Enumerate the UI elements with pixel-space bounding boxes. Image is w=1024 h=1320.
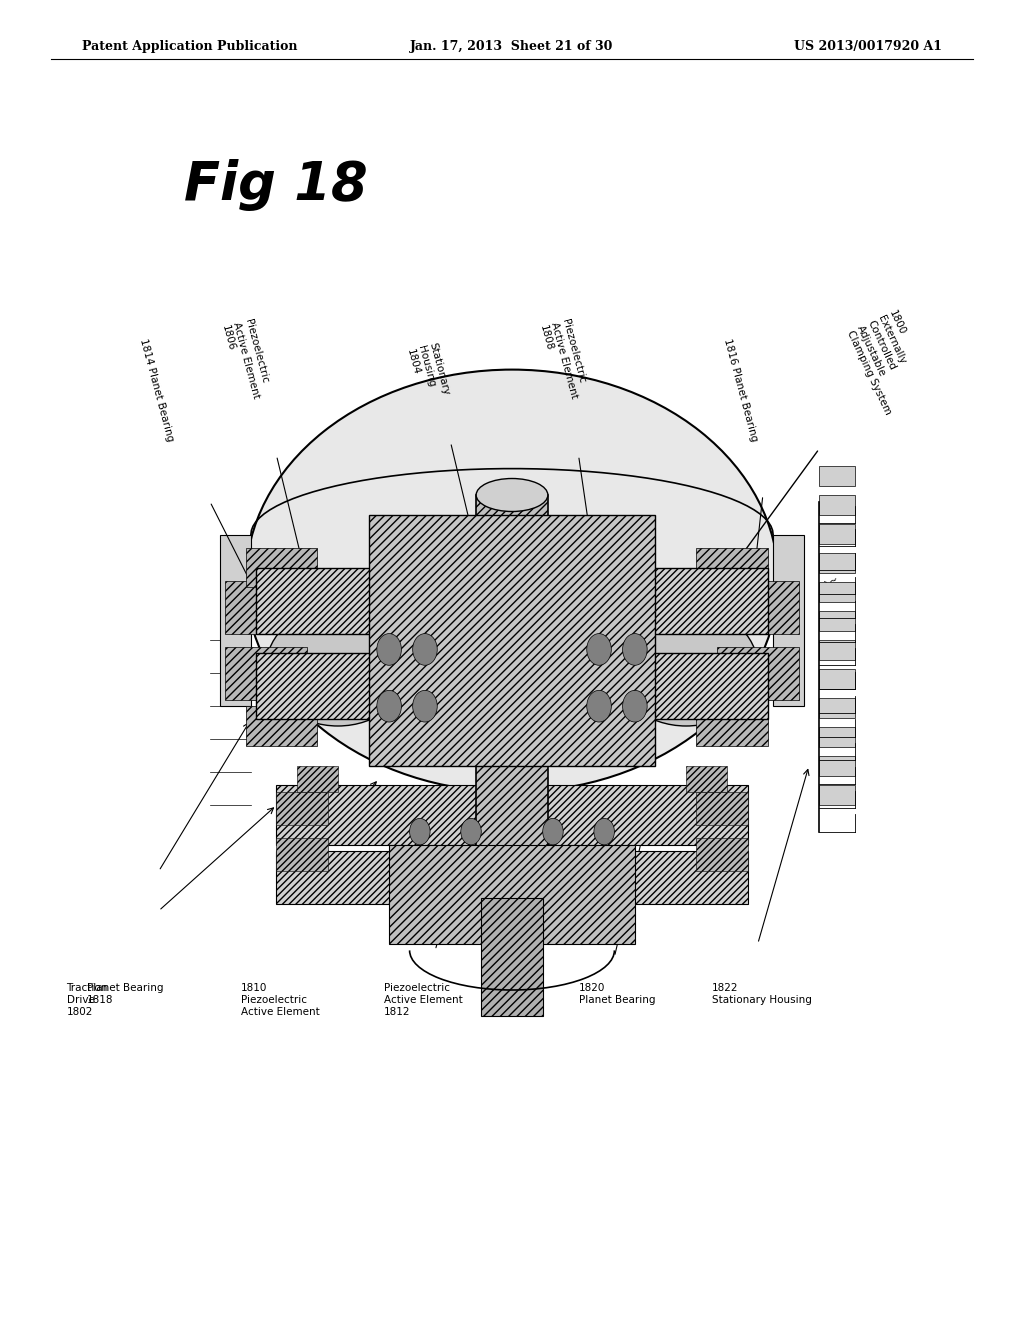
Text: 1800
Externally
Controlled
Adjustable
Clamping System: 1800 Externally Controlled Adjustable Cl… xyxy=(845,309,935,416)
Ellipse shape xyxy=(266,607,410,726)
FancyBboxPatch shape xyxy=(717,647,799,700)
Circle shape xyxy=(461,818,481,845)
Text: Piezoelectric
Active Element
1808: Piezoelectric Active Element 1808 xyxy=(538,318,590,403)
Text: Stationary
Housing
1804: Stationary Housing 1804 xyxy=(404,342,451,403)
Text: 1822
Stationary Housing: 1822 Stationary Housing xyxy=(712,983,812,1005)
Circle shape xyxy=(413,634,437,665)
FancyBboxPatch shape xyxy=(696,838,748,871)
FancyBboxPatch shape xyxy=(276,851,748,904)
Text: 1814 Planet Bearing: 1814 Planet Bearing xyxy=(138,337,175,442)
FancyBboxPatch shape xyxy=(819,727,855,747)
FancyBboxPatch shape xyxy=(246,706,317,746)
FancyBboxPatch shape xyxy=(481,898,543,1016)
FancyBboxPatch shape xyxy=(819,611,855,631)
Text: Patent Application Publication: Patent Application Publication xyxy=(82,40,297,53)
FancyBboxPatch shape xyxy=(696,792,748,825)
Text: Piezoelectric
Active Element
1812: Piezoelectric Active Element 1812 xyxy=(384,983,463,1016)
FancyBboxPatch shape xyxy=(256,653,768,719)
Ellipse shape xyxy=(476,479,548,511)
Circle shape xyxy=(623,634,647,665)
FancyBboxPatch shape xyxy=(819,582,855,602)
Circle shape xyxy=(543,818,563,845)
FancyBboxPatch shape xyxy=(819,785,855,805)
FancyBboxPatch shape xyxy=(297,766,338,792)
FancyBboxPatch shape xyxy=(819,524,855,544)
Polygon shape xyxy=(773,535,804,706)
FancyBboxPatch shape xyxy=(819,698,855,718)
Text: Piezoelectric
Active Element
1806: Piezoelectric Active Element 1806 xyxy=(220,318,272,403)
FancyBboxPatch shape xyxy=(276,785,748,845)
Text: 1820
Planet Bearing: 1820 Planet Bearing xyxy=(579,983,655,1005)
Circle shape xyxy=(377,634,401,665)
FancyBboxPatch shape xyxy=(819,640,855,660)
Circle shape xyxy=(410,818,430,845)
FancyBboxPatch shape xyxy=(276,838,328,871)
Text: 1816 Planet Bearing: 1816 Planet Bearing xyxy=(722,337,759,442)
FancyBboxPatch shape xyxy=(246,548,317,587)
Circle shape xyxy=(587,690,611,722)
FancyBboxPatch shape xyxy=(256,568,768,634)
Text: Jan. 17, 2013  Sheet 21 of 30: Jan. 17, 2013 Sheet 21 of 30 xyxy=(411,40,613,53)
FancyBboxPatch shape xyxy=(696,706,768,746)
FancyBboxPatch shape xyxy=(819,553,855,573)
Text: Traction
Drive
1802: Traction Drive 1802 xyxy=(67,983,108,1016)
FancyBboxPatch shape xyxy=(819,756,855,776)
FancyBboxPatch shape xyxy=(225,647,307,700)
FancyBboxPatch shape xyxy=(276,792,328,825)
FancyBboxPatch shape xyxy=(369,515,655,766)
FancyBboxPatch shape xyxy=(696,548,768,587)
FancyBboxPatch shape xyxy=(819,669,855,689)
FancyBboxPatch shape xyxy=(717,581,799,634)
FancyBboxPatch shape xyxy=(225,581,307,634)
Polygon shape xyxy=(220,535,251,706)
Text: Planet Bearing
1818: Planet Bearing 1818 xyxy=(87,983,164,1005)
FancyBboxPatch shape xyxy=(686,766,727,792)
FancyBboxPatch shape xyxy=(476,495,548,865)
Ellipse shape xyxy=(246,370,778,792)
FancyBboxPatch shape xyxy=(819,466,855,486)
Circle shape xyxy=(377,690,401,722)
Circle shape xyxy=(594,818,614,845)
Text: Fig 18: Fig 18 xyxy=(184,158,368,211)
Text: US 2013/0017920 A1: US 2013/0017920 A1 xyxy=(794,40,942,53)
Text: \~: \~ xyxy=(824,574,841,590)
Circle shape xyxy=(413,690,437,722)
FancyBboxPatch shape xyxy=(819,495,855,515)
Circle shape xyxy=(623,690,647,722)
FancyBboxPatch shape xyxy=(389,845,635,944)
Ellipse shape xyxy=(614,607,758,726)
Circle shape xyxy=(587,634,611,665)
Text: 1810
Piezoelectric
Active Element: 1810 Piezoelectric Active Element xyxy=(241,983,319,1016)
